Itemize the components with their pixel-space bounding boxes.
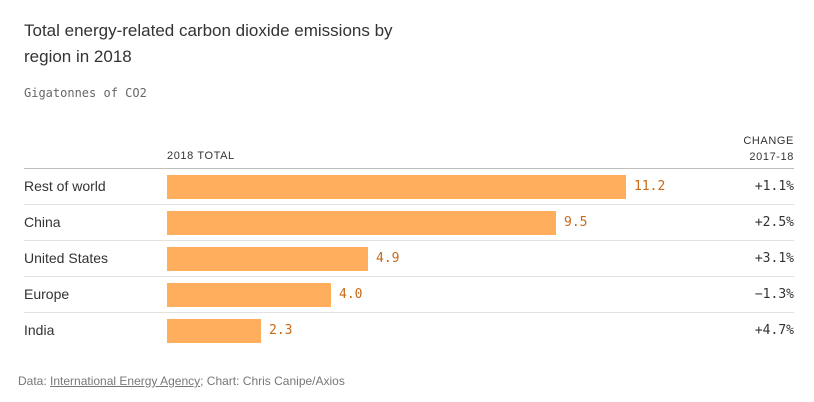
- change-value: +3.1%: [754, 251, 794, 266]
- bar-value-label: 11.2: [634, 179, 666, 194]
- change-value: +2.5%: [754, 215, 794, 230]
- change-value: +4.7%: [754, 323, 794, 338]
- emission-bar: [167, 211, 556, 235]
- change-column-header: CHANGE 2017-18: [743, 133, 794, 165]
- emission-bar: [167, 283, 331, 307]
- change-value: −1.3%: [754, 287, 794, 302]
- bar-row: Rest of world 11.2 +1.1%: [24, 169, 794, 205]
- bar-row: United States 4.9 +3.1%: [24, 241, 794, 277]
- region-label: Europe: [24, 286, 70, 302]
- bar-value-label: 2.3: [269, 323, 293, 338]
- bar-row: India 2.3 +4.7%: [24, 313, 794, 349]
- row-divider: [24, 312, 794, 313]
- footer-suffix: ; Chart: Chris Canipe/Axios: [200, 374, 345, 388]
- value-column-header: 2018 TOTAL: [167, 150, 235, 162]
- change-value: +1.1%: [754, 179, 794, 194]
- region-label: China: [24, 214, 61, 230]
- bar-row: Europe 4.0 −1.3%: [24, 277, 794, 313]
- chart-footer: Data: International Energy Agency; Chart…: [18, 374, 345, 388]
- header-divider: [24, 168, 794, 169]
- region-label: United States: [24, 250, 109, 266]
- row-divider: [24, 204, 794, 205]
- chart-title: Total energy-related carbon dioxide emis…: [24, 21, 393, 66]
- chart-subtitle: Gigatonnes of CO2: [24, 86, 147, 100]
- region-label: Rest of world: [24, 178, 106, 194]
- row-divider: [24, 276, 794, 277]
- bar-value-label: 4.0: [339, 287, 363, 302]
- region-label: India: [24, 322, 55, 338]
- footer-prefix: Data:: [18, 374, 51, 388]
- source-link[interactable]: International Energy Agency: [50, 374, 201, 388]
- row-divider: [24, 240, 794, 241]
- emission-bar: [167, 247, 368, 271]
- change-column-header-line1: CHANGE: [743, 135, 794, 147]
- emission-bar: [167, 175, 626, 199]
- emission-bar: [167, 319, 261, 343]
- bar-row: China 9.5 +2.5%: [24, 205, 794, 241]
- bar-value-label: 9.5: [564, 215, 588, 230]
- bar-value-label: 4.9: [376, 251, 400, 266]
- change-column-header-line2: 2017-18: [749, 151, 794, 163]
